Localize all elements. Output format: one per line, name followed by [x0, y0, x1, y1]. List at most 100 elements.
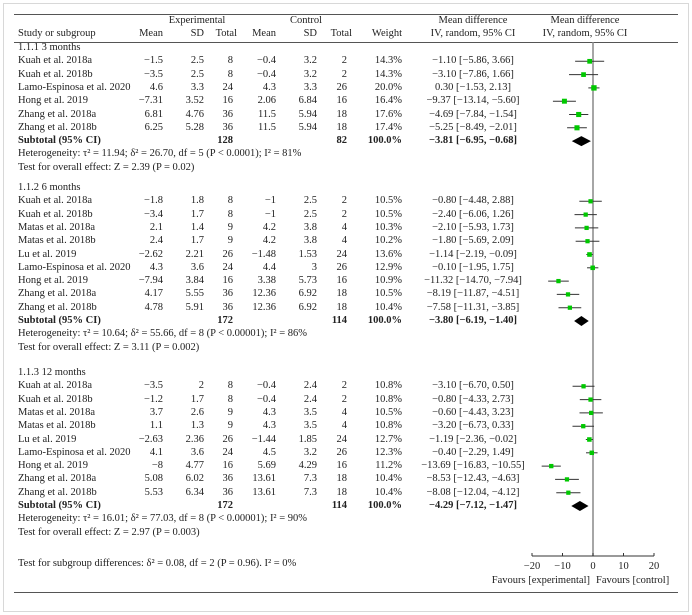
ctl-mean: −0.4: [256, 68, 276, 80]
exp-total: 8: [227, 208, 233, 220]
weight: 10.5%: [374, 208, 402, 220]
md-ci-text: −8.08 [−12.04, −4.12]: [426, 486, 520, 498]
study-name: Lamo-Espinosa et al. 2020: [18, 261, 131, 273]
exp-total: 24: [222, 81, 234, 93]
header-md-sub: IV, random, 95% CI: [430, 28, 516, 39]
ctl-sd: 1.85: [298, 433, 317, 445]
md-ci-text: −1.19 [−2.36, −0.02]: [429, 433, 517, 445]
weight: 10.5%: [374, 288, 402, 300]
subtotal-exp-total: 128: [217, 135, 233, 147]
exp-total: 8: [227, 380, 233, 392]
subtotal-label: Subtotal (95% CI): [18, 500, 101, 511]
exp-mean: 6.25: [144, 121, 163, 133]
subtotal-md-ci-text: −4.29 [−7.12, −1.47]: [429, 500, 517, 511]
exp-sd: 2.21: [185, 248, 204, 260]
study-name: Matas et al. 2018b: [18, 420, 96, 432]
ctl-mean: 11.5: [258, 121, 276, 133]
study-marker: [574, 125, 580, 131]
exp-mean: −7.94: [138, 275, 163, 287]
exp-mean: −3.5: [143, 68, 163, 80]
exp-total: 9: [227, 406, 233, 418]
weight: 16.4%: [374, 95, 402, 107]
ctl-mean: 12.36: [252, 288, 276, 300]
ctl-total: 2: [341, 55, 347, 67]
favours-control-label: Favours [control]: [596, 575, 670, 586]
ctl-total: 18: [336, 301, 348, 313]
ctl-total: 2: [341, 68, 347, 80]
exp-mean: −7.31: [138, 95, 163, 107]
header-exp-sd: SD: [190, 28, 204, 39]
header-weight: Weight: [371, 28, 402, 39]
ctl-total: 2: [341, 195, 347, 207]
md-ci-text: −5.25 [−8.49, −2.01]: [429, 121, 517, 133]
md-ci-text: −13.69 [−16.83, −10.55]: [421, 460, 525, 472]
ctl-sd: 5.94: [298, 108, 317, 120]
exp-sd: 3.3: [190, 81, 204, 93]
exp-sd: 5.28: [185, 121, 204, 133]
ctl-mean: 5.69: [257, 460, 276, 472]
study-name: Hong et al. 2019: [18, 460, 88, 472]
ctl-sd: 2.4: [303, 393, 317, 405]
header-control: Control: [289, 15, 323, 26]
exp-mean: −2.63: [138, 433, 163, 445]
weight: 12.3%: [374, 446, 402, 458]
exp-sd: 2.36: [185, 433, 204, 445]
x-tick-label: 20: [648, 561, 660, 572]
ctl-sd: 3.5: [303, 406, 317, 418]
exp-sd: 1.7: [190, 235, 204, 247]
ctl-mean: −1.44: [251, 433, 276, 445]
summary-diamond: [574, 316, 589, 326]
ctl-mean: 13.61: [252, 486, 276, 498]
ctl-sd: 5.73: [298, 275, 317, 287]
exp-total: 9: [227, 420, 233, 432]
exp-sd: 3.6: [190, 261, 204, 273]
exp-total: 36: [222, 301, 234, 313]
exp-mean: 6.81: [144, 108, 163, 120]
exp-sd: 3.6: [190, 446, 204, 458]
header-ctl-total: Total: [330, 28, 352, 39]
ctl-mean: 11.5: [258, 108, 276, 120]
exp-total: 8: [227, 393, 233, 405]
favours-experimental-label: Favours [experimental]: [491, 575, 590, 586]
ctl-total: 26: [336, 261, 348, 273]
subtotal-weight: 100.0%: [367, 500, 402, 511]
weight: 10.4%: [374, 473, 402, 485]
ctl-total: 18: [336, 108, 348, 120]
study-name: Zhang et al. 2018b: [18, 486, 97, 498]
exp-total: 26: [222, 433, 234, 445]
ctl-total: 18: [336, 486, 348, 498]
study-name: Zhang et al. 2018a: [18, 288, 97, 300]
study-marker: [549, 463, 554, 469]
exp-total: 9: [227, 221, 233, 233]
weight: 10.8%: [374, 393, 402, 405]
overall-effect-text: Test for overall effect: Z = 2.97 (P = 0…: [18, 526, 200, 538]
exp-mean: 2.4: [149, 235, 163, 247]
ctl-sd: 6.84: [298, 95, 317, 107]
x-tick-label: −10: [554, 561, 571, 572]
exp-mean: 4.78: [144, 301, 163, 313]
exp-total: 16: [222, 95, 234, 107]
study-marker: [581, 424, 586, 429]
ctl-total: 26: [336, 81, 348, 93]
subtotal-weight: 100.0%: [367, 135, 402, 147]
exp-mean: −8: [151, 460, 163, 472]
exp-total: 36: [222, 288, 234, 300]
exp-sd: 1.8: [190, 195, 204, 207]
ctl-mean: 2.06: [257, 95, 276, 107]
exp-total: 8: [227, 55, 233, 67]
study-name: Kuah et al. 2018b: [18, 68, 93, 80]
exp-total: 9: [227, 235, 233, 247]
ctl-mean: 4.2: [262, 235, 276, 247]
ctl-mean: 13.61: [252, 473, 276, 485]
ctl-sd: 3.2: [303, 68, 317, 80]
x-tick-label: −20: [523, 561, 541, 572]
study-marker: [583, 212, 588, 217]
ctl-mean: 4.2: [262, 221, 276, 233]
subgroup-label: 1.1.3 12 months: [18, 367, 86, 378]
header-plot-sub: IV, random, 95% CI: [542, 28, 628, 39]
header-rule: [14, 42, 678, 43]
ctl-sd: 2.4: [303, 380, 317, 392]
header-exp-total: Total: [215, 28, 237, 39]
exp-sd: 2.6: [190, 406, 204, 418]
ctl-mean: −1: [264, 208, 276, 220]
